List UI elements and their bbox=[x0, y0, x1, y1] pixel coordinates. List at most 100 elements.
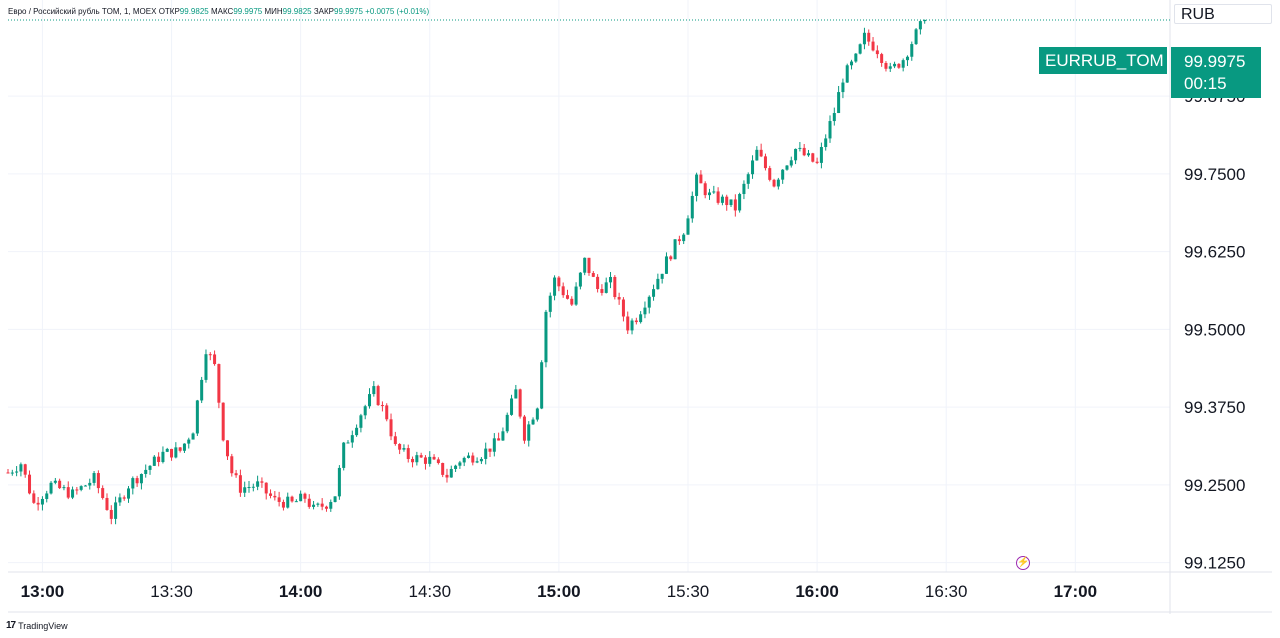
legend-open-value: 99.9825 bbox=[179, 7, 209, 16]
candle-body bbox=[669, 256, 673, 260]
candle-body bbox=[204, 354, 208, 380]
candle-body bbox=[428, 456, 432, 464]
candle-body bbox=[884, 62, 888, 69]
candle-body bbox=[647, 296, 651, 308]
candle-body bbox=[772, 179, 776, 187]
candle-body bbox=[699, 174, 703, 184]
legend-close-label: ЗАКР bbox=[313, 7, 334, 16]
candle-body bbox=[368, 394, 372, 407]
candle-body bbox=[385, 405, 389, 420]
candle-body bbox=[604, 282, 608, 293]
candle-body bbox=[716, 191, 720, 203]
candle-body bbox=[105, 497, 109, 510]
candle-body bbox=[565, 295, 569, 299]
legend-low-value: 99.9825 bbox=[282, 7, 312, 16]
x-tick-label: 16:00 bbox=[795, 582, 838, 601]
candle-body bbox=[703, 183, 707, 196]
y-tick-label: 99.3750 bbox=[1184, 398, 1245, 417]
candle-body bbox=[208, 354, 212, 356]
lightning-icon[interactable]: ⚡ bbox=[1016, 556, 1030, 570]
candle-body bbox=[359, 415, 363, 428]
candle-body bbox=[690, 195, 694, 219]
candle-body bbox=[918, 21, 922, 30]
candle-body bbox=[914, 29, 918, 45]
candle-body bbox=[871, 41, 875, 51]
candle-body bbox=[652, 289, 656, 297]
candle-body bbox=[109, 509, 113, 519]
candle-body bbox=[755, 149, 759, 161]
candle-body bbox=[406, 448, 410, 459]
last-price-value: 99.9975 bbox=[1184, 52, 1246, 71]
candle-body bbox=[600, 289, 604, 293]
candle-body bbox=[277, 497, 281, 502]
candle-body bbox=[742, 183, 746, 195]
candle-body bbox=[910, 44, 914, 57]
candle-body bbox=[195, 400, 199, 434]
candle-body bbox=[673, 239, 677, 260]
candle-body bbox=[759, 149, 763, 157]
candle-body bbox=[260, 481, 264, 483]
tradingview-branding[interactable]: 17 TradingView bbox=[6, 620, 68, 631]
candle-body bbox=[15, 471, 19, 473]
tradingview-text: TradingView bbox=[18, 620, 68, 631]
candle-body bbox=[281, 501, 285, 508]
candle-body bbox=[789, 160, 793, 166]
candle-body bbox=[139, 473, 143, 484]
candle-body bbox=[815, 161, 819, 163]
candle-body bbox=[230, 456, 234, 474]
candle-body bbox=[350, 435, 354, 443]
candle-body bbox=[419, 455, 423, 458]
candle-body bbox=[893, 63, 897, 67]
candle-body bbox=[527, 424, 531, 441]
candle-body bbox=[875, 50, 879, 55]
candle-body bbox=[243, 487, 247, 493]
candle-body bbox=[92, 473, 96, 483]
candle-body bbox=[613, 276, 617, 298]
candle-body bbox=[221, 402, 225, 441]
candle-body bbox=[832, 113, 836, 122]
candle-body bbox=[423, 457, 427, 464]
candle-body bbox=[247, 486, 251, 488]
legend-close-value: 99.9975 bbox=[334, 7, 363, 16]
candle-body bbox=[45, 493, 49, 499]
candle-body bbox=[905, 56, 909, 61]
candle-body bbox=[794, 148, 798, 161]
candle-body bbox=[320, 503, 324, 507]
candle-body bbox=[256, 481, 260, 487]
candle-body bbox=[570, 298, 574, 305]
candle-body bbox=[269, 493, 273, 496]
candle-body bbox=[187, 439, 191, 444]
candle-body bbox=[191, 433, 195, 440]
legend-low-label: МИН bbox=[264, 7, 283, 16]
candle-body bbox=[522, 416, 526, 441]
candle-body bbox=[411, 458, 415, 463]
candle-body bbox=[307, 498, 311, 507]
candle-body bbox=[346, 442, 350, 444]
candle-body bbox=[415, 455, 419, 463]
candle-body bbox=[901, 60, 905, 68]
candle-body bbox=[53, 480, 57, 483]
candle-body bbox=[126, 488, 131, 499]
legend-change: +0.0075 (+0.01%) bbox=[365, 7, 430, 16]
candle-body bbox=[445, 474, 449, 478]
candle-body bbox=[660, 273, 664, 279]
candle-body bbox=[578, 272, 582, 287]
candle-body bbox=[131, 478, 135, 489]
candle-body bbox=[329, 502, 333, 509]
candle-body bbox=[639, 314, 643, 323]
candle-body bbox=[10, 472, 14, 474]
candle-body bbox=[303, 493, 307, 499]
x-tick-label: 15:30 bbox=[667, 582, 710, 601]
candle-body bbox=[819, 147, 823, 163]
candle-body bbox=[510, 398, 514, 415]
candle-body bbox=[802, 147, 806, 156]
candle-body bbox=[798, 147, 802, 149]
candle-body bbox=[324, 506, 328, 509]
candle-body bbox=[621, 299, 625, 317]
legend-open-label: ОТКР bbox=[158, 7, 180, 16]
currency-selector[interactable]: RUB bbox=[1174, 4, 1272, 24]
candle-body bbox=[518, 389, 522, 417]
candle-body bbox=[122, 497, 126, 499]
candle-body bbox=[561, 286, 565, 296]
